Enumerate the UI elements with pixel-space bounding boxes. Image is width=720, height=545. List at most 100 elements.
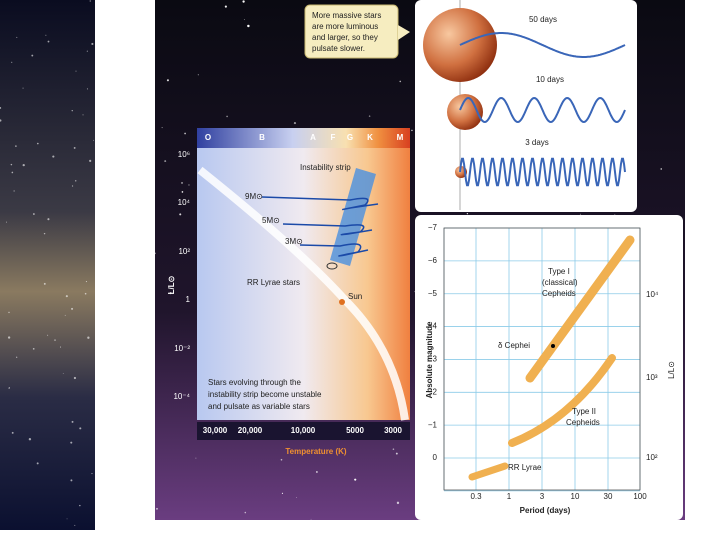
star xyxy=(73,376,77,380)
y-tick-label: 10⁴ xyxy=(178,198,191,207)
star xyxy=(0,119,2,122)
y-tick-label: −3 xyxy=(428,355,438,364)
star xyxy=(16,36,18,38)
star xyxy=(154,252,156,255)
star xyxy=(164,160,167,163)
star xyxy=(660,168,663,170)
star xyxy=(179,213,182,216)
y-tick-label: 10⁶ xyxy=(178,150,190,159)
star xyxy=(70,441,73,444)
strip-label: Instability strip xyxy=(300,163,351,172)
delta-cephei-point xyxy=(551,344,555,348)
spectral-class: B xyxy=(259,133,265,142)
callout-text: and larger, so they xyxy=(312,33,378,42)
pulsation-wave xyxy=(459,96,626,124)
star xyxy=(10,163,13,166)
star xyxy=(11,171,14,174)
star xyxy=(16,356,18,358)
spectral-class: K xyxy=(367,133,373,142)
star xyxy=(22,163,25,167)
star xyxy=(86,50,88,52)
star xyxy=(47,40,50,43)
track-9 xyxy=(261,196,379,211)
y-tick-label: 1 xyxy=(186,295,191,304)
spectral-class: G xyxy=(347,133,353,142)
star xyxy=(47,334,49,336)
star xyxy=(89,159,92,163)
star xyxy=(13,190,15,192)
star xyxy=(79,427,82,430)
star xyxy=(226,115,228,118)
star xyxy=(280,458,283,461)
star xyxy=(32,347,35,350)
note: Stars evolving through the xyxy=(208,378,301,387)
star xyxy=(62,372,64,374)
star xyxy=(59,346,62,348)
rr-lyrae-band xyxy=(468,462,509,481)
star xyxy=(31,54,34,57)
star xyxy=(6,221,8,223)
star xyxy=(395,452,398,455)
spectral-band xyxy=(197,128,410,148)
star xyxy=(310,518,312,520)
star xyxy=(188,184,190,186)
pl-panel xyxy=(415,215,683,520)
star xyxy=(166,79,169,82)
star xyxy=(47,218,50,221)
star xyxy=(91,472,93,475)
sun-marker xyxy=(339,299,345,305)
y2-tick-label: 10⁴ xyxy=(646,290,659,299)
galaxy-image xyxy=(0,0,95,530)
star xyxy=(195,457,197,459)
star xyxy=(197,74,199,76)
star xyxy=(243,18,245,20)
star xyxy=(91,42,94,46)
y-tick-label: −5 xyxy=(428,289,438,298)
star xyxy=(11,61,13,63)
x-tick-label: 30,000 xyxy=(203,426,228,435)
type2-label: Type II xyxy=(572,407,596,416)
mass-label: 9M⊙ xyxy=(245,192,263,201)
period-label: 10 days xyxy=(536,75,564,84)
type1-label: Cepheids xyxy=(542,289,576,298)
mass-label: 3M⊙ xyxy=(285,237,303,246)
star xyxy=(71,185,74,187)
y-tick-label: −4 xyxy=(428,322,438,331)
star xyxy=(43,282,46,285)
pulsation-wave xyxy=(459,157,626,187)
rr-lyrae-region xyxy=(326,262,338,270)
star xyxy=(15,145,17,147)
spectral-class: O xyxy=(205,133,211,142)
track-3 xyxy=(299,243,369,257)
callout-pointer xyxy=(398,25,410,40)
rr-lyrae-label: RR Lyrae xyxy=(508,463,542,472)
x-tick-label: 5000 xyxy=(346,426,364,435)
period-label: 50 days xyxy=(529,15,557,24)
star xyxy=(315,471,318,473)
star xyxy=(36,462,39,465)
plot-frame xyxy=(443,227,641,491)
star xyxy=(71,307,74,310)
pulsation-wave xyxy=(459,32,626,58)
star xyxy=(75,70,77,72)
star xyxy=(87,336,90,339)
star xyxy=(75,180,77,182)
spectral-class: A xyxy=(310,133,316,142)
spectral-class: F xyxy=(331,133,336,142)
y2-tick-label: 10² xyxy=(646,453,658,462)
x-tick-label: 3 xyxy=(540,492,545,501)
star xyxy=(52,155,55,158)
star xyxy=(66,518,68,520)
delta-cephei-label: δ Cephei xyxy=(498,341,530,350)
star xyxy=(64,314,66,316)
x-tick-label: 3000 xyxy=(384,426,402,435)
star xyxy=(74,524,76,526)
star xyxy=(466,212,469,215)
callout-text: are more luminous xyxy=(312,22,378,31)
star xyxy=(244,511,247,514)
y2-axis-label: L/L⊙ xyxy=(667,361,676,379)
star xyxy=(224,5,227,8)
star xyxy=(181,182,183,184)
star xyxy=(22,87,24,89)
star xyxy=(392,448,395,451)
